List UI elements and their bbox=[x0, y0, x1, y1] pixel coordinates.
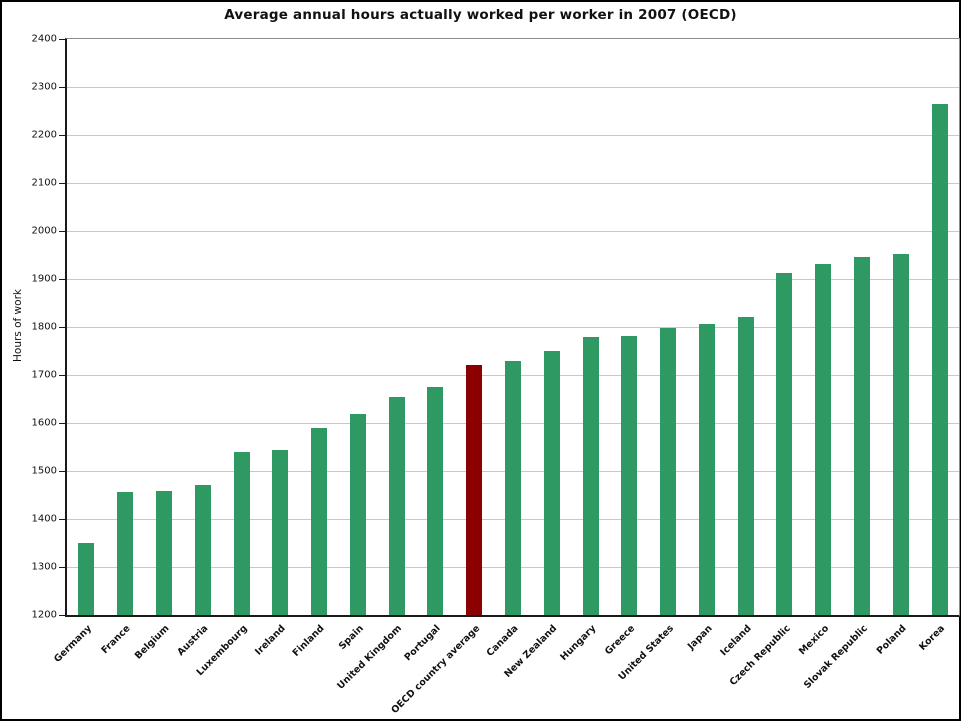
y-tick-label: 2300 bbox=[31, 81, 57, 93]
bar bbox=[660, 328, 677, 615]
bar bbox=[582, 337, 599, 615]
x-tick-label: Poland bbox=[874, 623, 909, 657]
y-tick-label: 1700 bbox=[31, 369, 57, 381]
plot-area: 1200 1300 1400 1500 1600 1700 1800 1900 2000 2100… bbox=[32, 34, 960, 716]
y-tick-mark bbox=[59, 183, 65, 184]
y-tick-label: 2200 bbox=[31, 129, 57, 141]
x-tick-label: Greece bbox=[602, 623, 638, 658]
gridline bbox=[67, 135, 959, 136]
y-tick-mark bbox=[59, 87, 65, 88]
y-tick-mark bbox=[59, 135, 65, 136]
y-tick-label: 2400 bbox=[31, 33, 57, 45]
y-tick-label: 1200 bbox=[31, 609, 57, 621]
y-tick-label: 2100 bbox=[31, 177, 57, 189]
bar bbox=[621, 336, 638, 615]
x-tick-label: Iceland bbox=[718, 623, 754, 659]
gridline bbox=[67, 327, 959, 328]
chart-title: Average annual hours actually worked per… bbox=[224, 7, 737, 23]
y-tick-mark bbox=[59, 375, 65, 376]
y-tick-mark bbox=[59, 231, 65, 232]
y-tick-label: 1300 bbox=[31, 561, 57, 573]
bar bbox=[349, 413, 366, 615]
x-tick-label: Hungary bbox=[558, 623, 599, 664]
y-tick-mark bbox=[59, 519, 65, 520]
x-tick-label: Spain bbox=[336, 623, 366, 653]
bar bbox=[815, 263, 832, 615]
x-tick-label: Germany bbox=[52, 623, 95, 665]
bar bbox=[854, 256, 871, 615]
bar bbox=[737, 317, 754, 615]
y-tick-mark bbox=[59, 567, 65, 568]
bar bbox=[892, 253, 909, 615]
bar bbox=[233, 452, 250, 615]
bar bbox=[505, 361, 521, 615]
y-tick-mark bbox=[59, 327, 65, 328]
y-tick-mark bbox=[59, 615, 65, 616]
x-tick-label: Korea bbox=[917, 623, 948, 653]
bar bbox=[272, 449, 289, 615]
x-tick-label: Japan bbox=[685, 623, 715, 652]
x-tick-label: Finland bbox=[290, 623, 327, 659]
bar bbox=[388, 397, 405, 615]
bar bbox=[117, 492, 134, 615]
y-tick-mark bbox=[59, 423, 65, 424]
bar bbox=[311, 427, 328, 615]
x-tick-label: Belgium bbox=[133, 623, 172, 662]
y-tick-label: 1400 bbox=[31, 513, 57, 525]
x-tick-label: Ireland bbox=[253, 623, 289, 658]
x-tick-label: Austria bbox=[175, 623, 211, 659]
y-tick-label: 2000 bbox=[31, 225, 57, 237]
gridline bbox=[67, 279, 959, 280]
bar-highlight bbox=[466, 365, 483, 615]
y-tick-mark bbox=[59, 39, 65, 40]
x-tick-label: Mexico bbox=[796, 623, 832, 658]
bar bbox=[931, 103, 948, 615]
bar bbox=[698, 323, 715, 615]
bar bbox=[543, 351, 560, 615]
gridline bbox=[67, 231, 959, 232]
y-tick-mark bbox=[59, 471, 65, 472]
bar bbox=[427, 387, 444, 615]
y-tick-label: 1500 bbox=[31, 465, 57, 477]
bar bbox=[194, 484, 211, 615]
x-tick-label: Canada bbox=[484, 623, 521, 659]
y-tick-label: 1800 bbox=[31, 321, 57, 333]
y-tick-mark bbox=[59, 279, 65, 280]
x-tick-label: France bbox=[99, 623, 133, 657]
gridline bbox=[67, 87, 959, 88]
y-tick-label: 1600 bbox=[31, 417, 57, 429]
bar bbox=[78, 543, 95, 615]
x-tick-label: Portugal bbox=[402, 623, 444, 664]
bar bbox=[776, 273, 793, 615]
y-axis-label: Hours of work bbox=[12, 289, 24, 362]
gridline bbox=[67, 183, 959, 184]
bar bbox=[155, 490, 172, 615]
y-tick-label: 1900 bbox=[31, 273, 57, 285]
